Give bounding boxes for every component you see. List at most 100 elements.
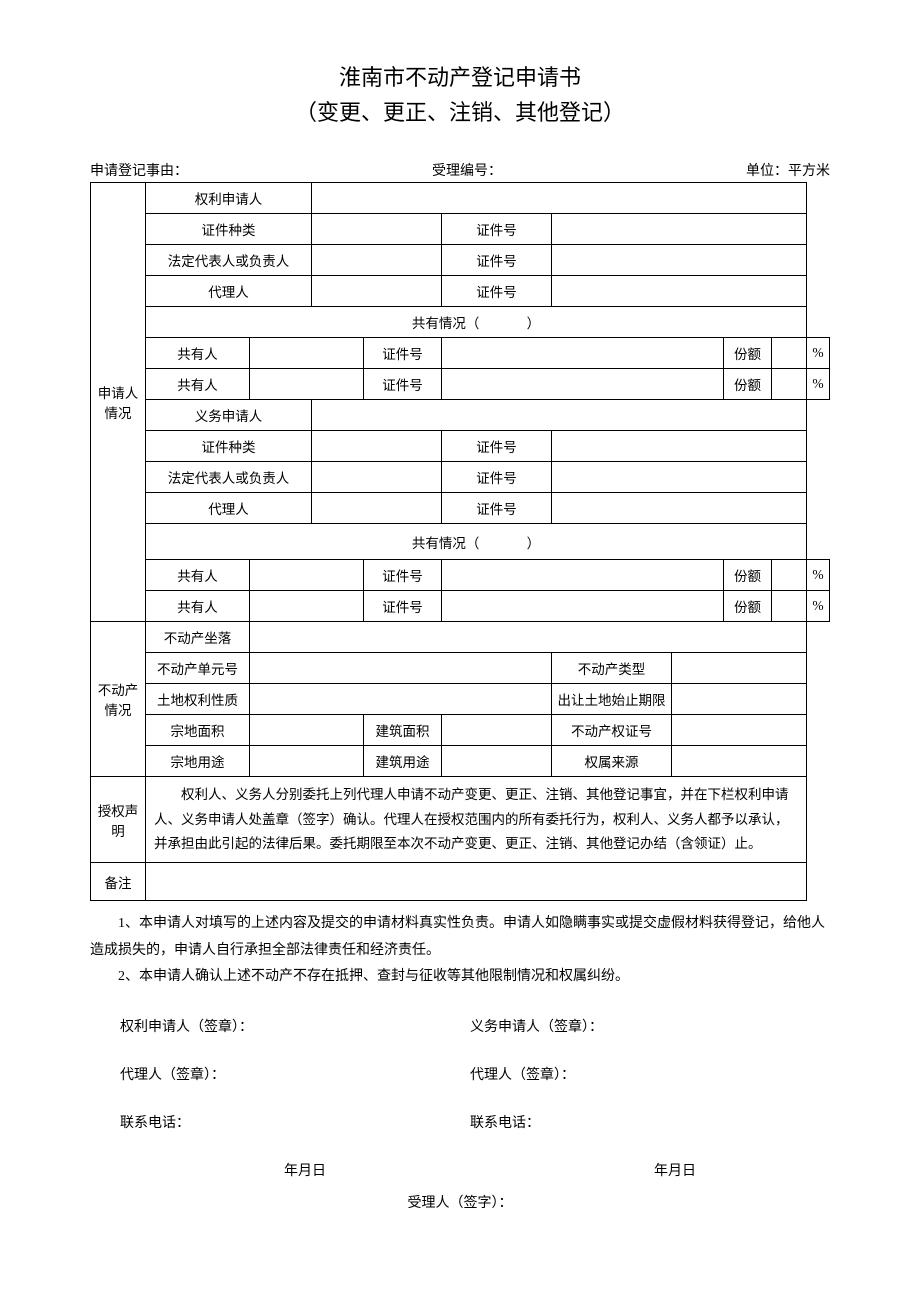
lbl-share-4: 份额: [724, 591, 772, 622]
lbl-legal-1: 法定代表人或负责人: [146, 245, 312, 276]
lbl-idno-6: 证件号: [442, 493, 552, 524]
acceptor: 受理人（签字）：: [90, 1192, 830, 1212]
val-coowner-3[interactable]: [250, 560, 364, 591]
section-applicant: 申请人情况: [91, 183, 146, 622]
joint-open-2: 共有情况（: [412, 536, 480, 551]
lbl-coowner-1: 共有人: [146, 338, 250, 369]
val-idtype-2[interactable]: [312, 431, 442, 462]
val-duty-applicant[interactable]: [312, 400, 807, 431]
val-co-idno-3[interactable]: [442, 560, 724, 591]
lbl-right-applicant: 权利申请人: [146, 183, 312, 214]
lbl-co-idno-2: 证件号: [364, 369, 442, 400]
val-right-applicant[interactable]: [312, 183, 807, 214]
val-proptype[interactable]: [672, 653, 807, 684]
section-remark: 备注: [91, 863, 146, 901]
lbl-share-1: 份额: [724, 338, 772, 369]
joint-close-1: ）: [527, 316, 541, 331]
lbl-idtype-2: 证件种类: [146, 431, 312, 462]
lbl-idno-4: 证件号: [442, 431, 552, 462]
val-idno-5[interactable]: [552, 462, 807, 493]
lbl-coowner-2: 共有人: [146, 369, 250, 400]
sig-phone-left: 联系电话：: [90, 1112, 460, 1132]
lbl-agent-2: 代理人: [146, 493, 312, 524]
sig-agent-left: 代理人（签章）：: [90, 1064, 460, 1084]
header-row: 申请登记事由： 受理编号： 单位：平方米: [90, 160, 830, 180]
lbl-duty-applicant: 义务申请人: [146, 400, 312, 431]
title-line-2: （变更、更正、注销、其他登记）: [90, 95, 830, 130]
lbl-coowner-3: 共有人: [146, 560, 250, 591]
val-legal-1[interactable]: [312, 245, 442, 276]
val-coowner-4[interactable]: [250, 591, 364, 622]
val-ownership-src[interactable]: [672, 746, 807, 777]
val-lease-term[interactable]: [672, 684, 807, 715]
val-agent-2[interactable]: [312, 493, 442, 524]
val-parcel-use[interactable]: [250, 746, 364, 777]
val-share-4[interactable]: [772, 591, 807, 622]
val-co-idno-4[interactable]: [442, 591, 724, 622]
val-certno[interactable]: [672, 715, 807, 746]
val-unitno[interactable]: [250, 653, 552, 684]
lbl-joint-1: 共有情况（ ）: [146, 307, 807, 338]
lbl-certno: 不动产权证号: [552, 715, 672, 746]
lbl-joint-2: 共有情况（ ）: [146, 524, 807, 560]
date-left: 年月日: [90, 1160, 460, 1180]
val-idno-2[interactable]: [552, 245, 807, 276]
lbl-landnature: 土地权利性质: [146, 684, 250, 715]
val-idno-6[interactable]: [552, 493, 807, 524]
lbl-idtype-1: 证件种类: [146, 214, 312, 245]
val-parcel-area[interactable]: [250, 715, 364, 746]
lbl-idno-1: 证件号: [442, 214, 552, 245]
val-idno-1[interactable]: [552, 214, 807, 245]
sig-agent-right: 代理人（签章）：: [460, 1064, 830, 1084]
sig-right-applicant: 权利申请人（签章）：: [90, 1016, 460, 1036]
val-agent-1[interactable]: [312, 276, 442, 307]
val-landnature[interactable]: [250, 684, 552, 715]
note-1: 1、本申请人对填写的上述内容及提交的申请材料真实性负责。申请人如隐瞒事实或提交虚…: [90, 911, 830, 964]
val-idno-4[interactable]: [552, 431, 807, 462]
title-block: 淮南市不动产登记申请书 （变更、更正、注销、其他登记）: [90, 60, 830, 130]
signature-block: 权利申请人（签章）： 义务申请人（签章）： 代理人（签章）： 代理人（签章）： …: [90, 1016, 830, 1212]
lbl-pct-2: %: [807, 369, 830, 400]
section-property: 不动产情况: [91, 622, 146, 777]
lbl-share-3: 份额: [724, 560, 772, 591]
lbl-co-idno-3: 证件号: [364, 560, 442, 591]
lbl-pct-4: %: [807, 591, 830, 622]
lbl-legal-2: 法定代表人或负责人: [146, 462, 312, 493]
val-legal-2[interactable]: [312, 462, 442, 493]
val-co-idno-1[interactable]: [442, 338, 724, 369]
lbl-location: 不动产坐落: [146, 622, 250, 653]
hdr-reason: 申请登记事由：: [90, 160, 188, 180]
note-2: 2、本申请人确认上述不动产不存在抵押、查封与征收等其他限制情况和权属纠纷。: [90, 964, 830, 991]
lbl-pct-3: %: [807, 560, 830, 591]
val-remark[interactable]: [146, 863, 807, 901]
val-location[interactable]: [250, 622, 807, 653]
lbl-parcel-area: 宗地面积: [146, 715, 250, 746]
val-share-3[interactable]: [772, 560, 807, 591]
val-share-1[interactable]: [772, 338, 807, 369]
lbl-idno-2: 证件号: [442, 245, 552, 276]
lbl-proptype: 不动产类型: [552, 653, 672, 684]
lbl-agent-1: 代理人: [146, 276, 312, 307]
val-idno-3[interactable]: [552, 276, 807, 307]
lbl-coowner-4: 共有人: [146, 591, 250, 622]
lbl-build-use: 建筑用途: [364, 746, 442, 777]
lbl-pct-1: %: [807, 338, 830, 369]
val-coowner-1[interactable]: [250, 338, 364, 369]
lbl-build-area: 建筑面积: [364, 715, 442, 746]
lbl-parcel-use: 宗地用途: [146, 746, 250, 777]
main-table: 申请人情况 权利申请人 证件种类 证件号 法定代表人或负责人 证件号 代理人 证…: [90, 182, 830, 901]
joint-close-2: ）: [527, 536, 541, 551]
date-right: 年月日: [460, 1160, 830, 1180]
val-build-use[interactable]: [442, 746, 552, 777]
val-idtype-1[interactable]: [312, 214, 442, 245]
val-co-idno-2[interactable]: [442, 369, 724, 400]
val-build-area[interactable]: [442, 715, 552, 746]
hdr-unit: 单位：平方米: [746, 160, 830, 180]
auth-text: 权利人、义务人分别委托上列代理人申请不动产变更、更正、注销、其他登记事宜，并在下…: [146, 777, 807, 863]
val-coowner-2[interactable]: [250, 369, 364, 400]
lbl-co-idno-1: 证件号: [364, 338, 442, 369]
sig-phone-right: 联系电话：: [460, 1112, 830, 1132]
val-share-2[interactable]: [772, 369, 807, 400]
hdr-acceptno: 受理编号：: [432, 160, 502, 180]
lbl-share-2: 份额: [724, 369, 772, 400]
